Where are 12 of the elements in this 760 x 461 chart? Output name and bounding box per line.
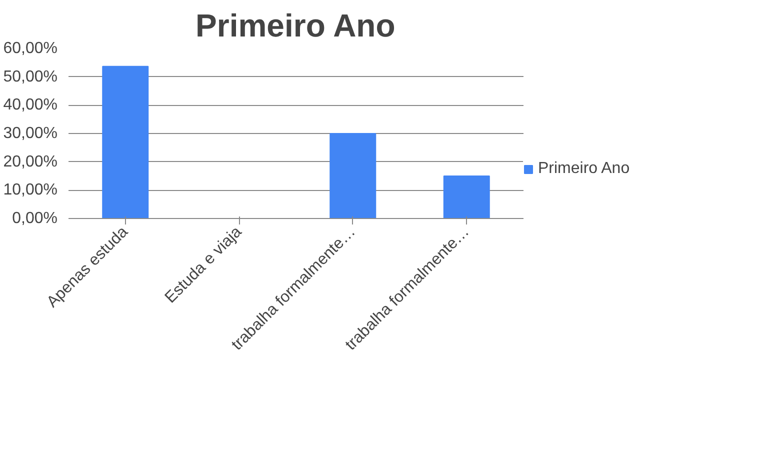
bar — [330, 133, 376, 218]
y-tick-label: 20,00% — [3, 153, 58, 170]
y-tick-label: 10,00% — [3, 182, 58, 199]
y-tick-label: 0,00% — [12, 210, 58, 227]
bar — [102, 66, 149, 218]
legend-label: Primeiro Ano — [538, 160, 630, 178]
y-tick-label: 30,00% — [3, 125, 58, 142]
y-tick-label: 50,00% — [3, 68, 58, 86]
bar — [443, 176, 490, 218]
y-tick-label: 40,00% — [3, 96, 58, 114]
chart-title: Primeiro Ano — [196, 8, 396, 44]
y-tick-label: 60,00% — [3, 40, 58, 57]
